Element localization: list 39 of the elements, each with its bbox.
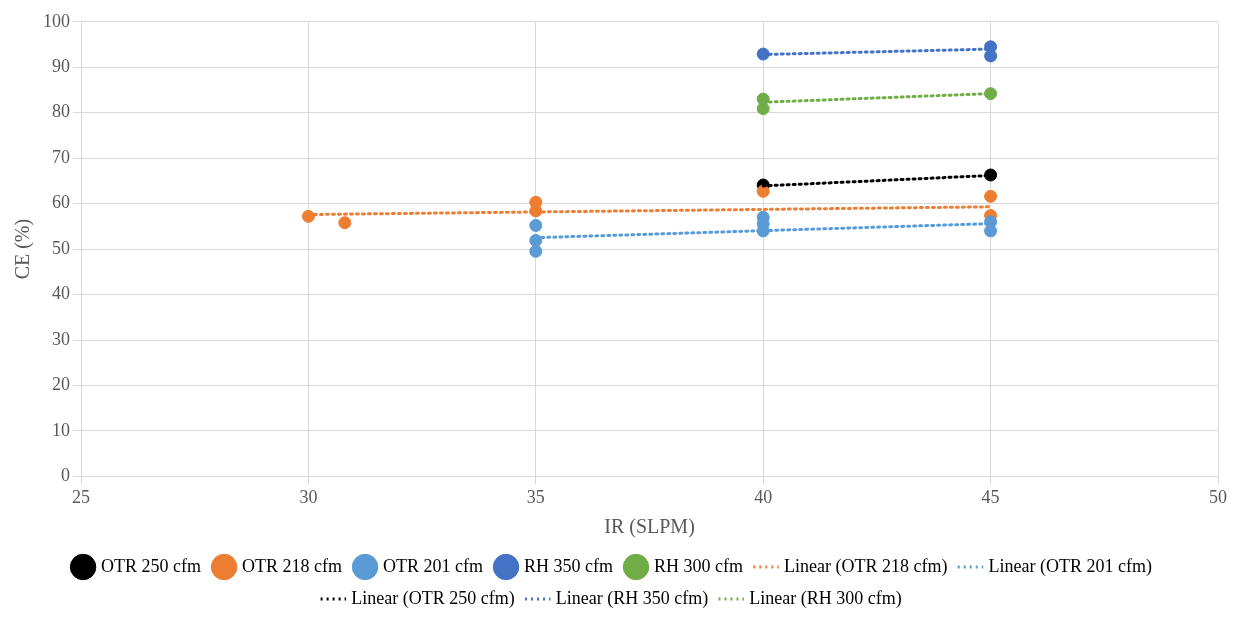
x-axis-title: IR (SLPM) (604, 515, 695, 539)
point (984, 189, 998, 203)
point (756, 184, 770, 198)
y-tick-label: 50 (52, 237, 70, 258)
x-tick-label: 30 (299, 486, 318, 507)
legend-label: Linear (RH 300 cfm) (749, 587, 902, 609)
y-tick-label: 30 (52, 328, 70, 349)
y-tick-label: 10 (52, 419, 70, 440)
legend-label: Linear (OTR 201 cfm) (988, 555, 1152, 577)
point (984, 49, 998, 63)
legend-label: RH 300 cfm (654, 555, 744, 576)
point (338, 216, 352, 230)
legend-label: Linear (OTR 250 cfm) (351, 587, 515, 609)
y-tick-label: 100 (43, 10, 70, 31)
x-tick-label: 40 (754, 486, 773, 507)
legend-label: OTR 250 cfm (101, 555, 202, 576)
y-tick-label: 20 (52, 374, 70, 395)
y-tick-label: 70 (52, 146, 70, 167)
y-tick-label: 0 (61, 465, 70, 486)
x-tick-label: 50 (1209, 486, 1227, 507)
x-tick-label: 35 (526, 486, 545, 507)
legend-label: Linear (OTR 218 cfm) (784, 555, 948, 577)
y-tick-label: 40 (52, 283, 70, 304)
point (984, 87, 998, 101)
x-tick-label: 45 (981, 486, 1000, 507)
x-tick-label: 25 (72, 486, 90, 507)
point (984, 224, 998, 238)
legend-label: Linear (RH 350 cfm) (555, 587, 709, 609)
point (529, 218, 543, 232)
legend-label: OTR 218 cfm (242, 555, 343, 576)
point (756, 102, 770, 116)
y-tick-label: 80 (52, 101, 70, 122)
y-axis-title: CE (%) (11, 218, 35, 280)
legend-label: RH 350 cfm (524, 555, 614, 576)
y-tick-label: 90 (52, 55, 70, 76)
y-tick-label: 60 (52, 192, 70, 213)
legend-label: OTR 201 cfm (383, 555, 484, 576)
point (529, 244, 543, 258)
point (984, 168, 998, 182)
